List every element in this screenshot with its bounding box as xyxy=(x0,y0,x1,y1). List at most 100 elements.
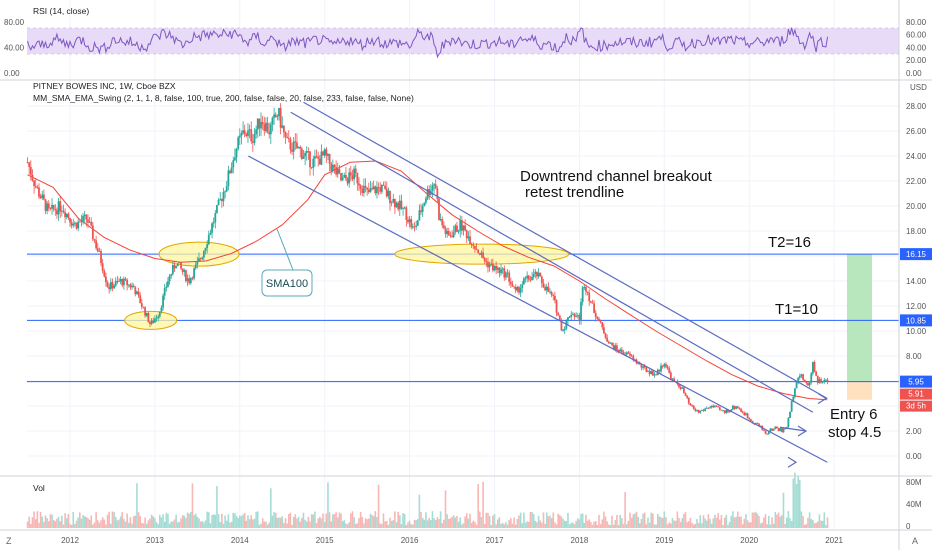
candle-body xyxy=(385,188,388,197)
volume-bar xyxy=(155,522,158,528)
volume-bar xyxy=(261,518,264,528)
candle-body xyxy=(364,185,367,188)
volume-bar xyxy=(717,513,719,528)
volume-bar xyxy=(353,517,355,528)
candle-body xyxy=(795,382,798,389)
volume-bar xyxy=(299,521,302,528)
candle-body xyxy=(232,160,235,168)
candle-body xyxy=(684,392,687,396)
candle-body xyxy=(255,129,258,135)
volume-bar xyxy=(598,514,600,528)
volume-bar xyxy=(70,524,73,528)
volume-bar xyxy=(78,512,81,528)
volume-bar xyxy=(230,521,233,528)
candle-body xyxy=(235,148,238,158)
volume-bar xyxy=(201,521,204,528)
candle-body xyxy=(317,156,320,159)
candle-body xyxy=(516,286,519,291)
candle-body xyxy=(792,396,795,402)
volume-bar xyxy=(544,523,546,528)
candle-body xyxy=(715,405,718,407)
volume-bar xyxy=(123,518,125,528)
volume-bar xyxy=(418,494,421,528)
volume-bar xyxy=(640,518,643,528)
volume-bar xyxy=(687,521,690,528)
candle-body xyxy=(501,268,504,270)
candle-body xyxy=(122,278,125,286)
candle-body xyxy=(234,157,236,161)
volume-bar xyxy=(591,524,594,528)
volume-bar xyxy=(594,520,597,528)
annotation-entry: Entry 6 xyxy=(830,406,878,423)
candle-body xyxy=(113,285,115,289)
volume-bar xyxy=(826,517,829,528)
candle-body xyxy=(105,276,107,283)
candle-body xyxy=(34,185,37,188)
candle-body xyxy=(462,225,465,231)
volume-bar xyxy=(74,523,76,528)
indicator-legend: MM_SMA_EMA_Swing (2, 1, 1, 8, false, 100… xyxy=(33,93,414,103)
candle-body xyxy=(696,409,698,411)
volume-bar xyxy=(178,521,181,528)
auto-scale-button[interactable]: A xyxy=(912,536,918,546)
volume-bar xyxy=(750,522,752,528)
volume-bar xyxy=(403,514,406,528)
volume-bar xyxy=(816,521,819,528)
candle-body xyxy=(653,374,656,376)
candle-body xyxy=(714,405,716,408)
volume-bar xyxy=(772,523,775,528)
candle-body xyxy=(607,341,610,344)
volume-bar xyxy=(139,516,142,528)
volume-bar xyxy=(165,512,168,528)
candle-body xyxy=(302,156,305,159)
candle-body xyxy=(552,295,555,296)
candle-body xyxy=(485,261,488,263)
candle-body xyxy=(748,417,751,420)
candle-body xyxy=(39,196,42,199)
volume-bar xyxy=(552,512,555,528)
candle-body xyxy=(557,312,560,316)
candle-body xyxy=(568,317,571,318)
volume-bar xyxy=(207,512,210,528)
price-tick-label: 0.00 xyxy=(906,452,922,461)
candle-body xyxy=(33,180,35,186)
rsi-axis-ticks: 80.00 60.00 40.00 20.00 0.00 80.00 40.00 0.00 xyxy=(4,18,927,78)
candle-body xyxy=(756,422,759,424)
timezone-button[interactable]: Z xyxy=(6,536,12,546)
volume-bar xyxy=(570,522,573,528)
volume-bar xyxy=(307,516,310,528)
highlight-ellipse xyxy=(124,310,178,330)
candle-body xyxy=(131,285,133,288)
candle-body xyxy=(188,278,191,284)
price-level-badge-label: 10.85 xyxy=(906,316,927,325)
volume-bar xyxy=(784,523,786,528)
candle-body xyxy=(111,282,114,289)
volume-bar xyxy=(622,524,625,528)
candle-body xyxy=(178,262,181,264)
volume-bar xyxy=(110,523,112,528)
volume-bar xyxy=(82,515,84,528)
candle-body xyxy=(247,130,249,137)
candle-body xyxy=(75,222,78,229)
candle-body xyxy=(794,388,796,397)
volume-bar xyxy=(547,516,550,528)
volume-bar xyxy=(800,511,803,528)
candle-body xyxy=(137,291,140,296)
volume-bar xyxy=(759,523,762,528)
volume-bar xyxy=(356,523,359,528)
volume-bar xyxy=(330,521,333,528)
candle-body xyxy=(274,114,277,117)
candle-body xyxy=(312,158,315,168)
volume-bar xyxy=(526,521,528,528)
candle-body xyxy=(310,167,313,169)
volume-bar xyxy=(154,518,156,528)
x-tick-label: 2016 xyxy=(401,536,419,545)
volume-bar xyxy=(580,513,582,528)
candle-body xyxy=(692,405,695,409)
volume-bar xyxy=(221,513,223,528)
volume-bar xyxy=(642,513,644,528)
candle-body xyxy=(263,124,266,131)
candle-body xyxy=(282,125,285,133)
candle-body xyxy=(625,352,628,355)
